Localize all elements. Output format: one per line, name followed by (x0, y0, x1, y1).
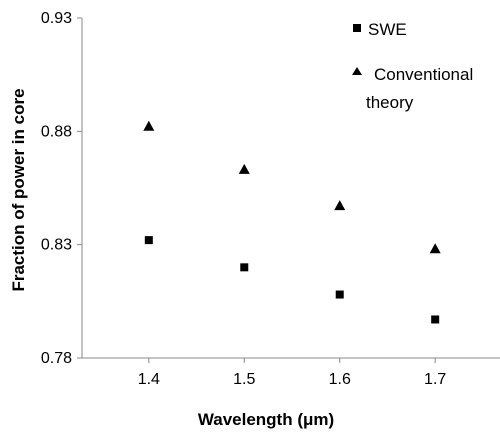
x-tick-label: 1.7 (424, 371, 446, 388)
point-conventional-theory (429, 243, 441, 254)
data-points (143, 120, 441, 324)
x-tick-label: 1.6 (329, 371, 351, 388)
axes (77, 17, 500, 363)
legend-label-conventional-line2: theory (366, 93, 414, 112)
y-tick-label: 0.83 (41, 237, 72, 254)
y-tick-label: 0.78 (41, 350, 72, 367)
point-swe (335, 290, 344, 299)
x-axis-title: Wavelength (μm) (198, 410, 334, 429)
legend-marker-swe (353, 24, 361, 32)
point-swe (144, 236, 153, 245)
legend-label-swe: SWE (368, 20, 407, 39)
point-conventional-theory (143, 120, 155, 131)
y-tick-labels: 0.78 0.83 0.88 0.93 (41, 10, 72, 367)
legend-marker-conventional (352, 67, 362, 75)
legend-label-conventional-line1: Conventional (374, 65, 473, 84)
y-tick-label: 0.93 (41, 10, 72, 27)
point-conventional-theory (334, 200, 346, 211)
legend: SWE Conventional theory (352, 20, 473, 112)
y-axis-title: Fraction of power in core (9, 88, 28, 291)
x-tick-label: 1.5 (233, 371, 255, 388)
x-tick-labels: 1.4 1.5 1.6 1.7 (138, 371, 447, 388)
point-swe (431, 315, 440, 324)
point-conventional-theory (238, 163, 250, 174)
y-tick-label: 0.88 (41, 123, 72, 140)
point-swe (240, 263, 249, 272)
x-tick-label: 1.4 (138, 371, 160, 388)
